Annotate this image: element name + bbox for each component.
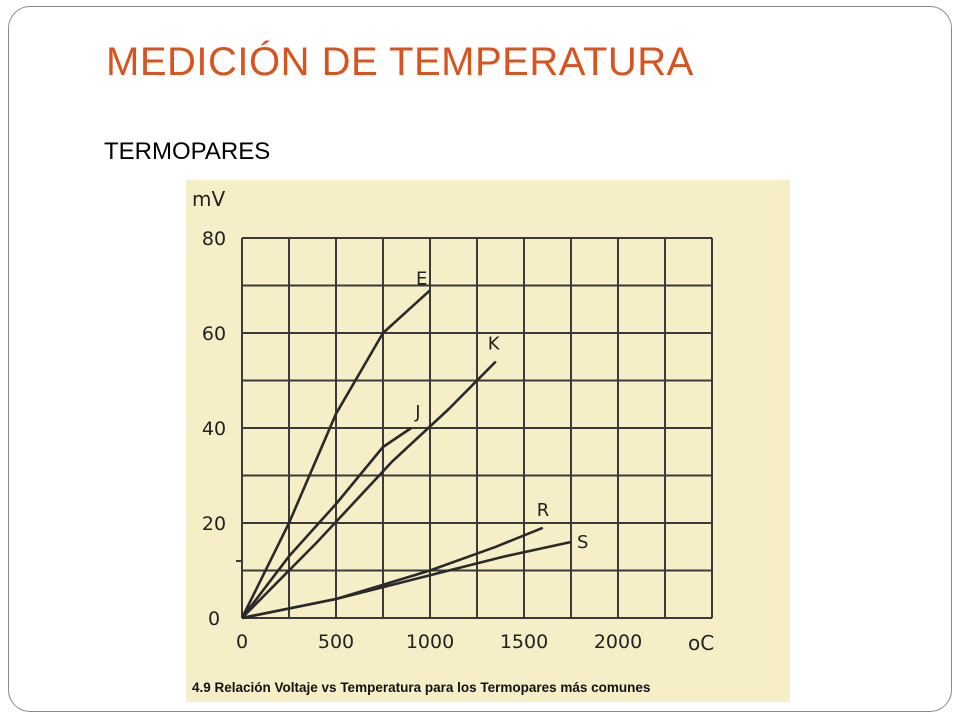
thermocouple-chart: 0 500 1000 1500 2000 0 20 40 60 80 E J K R S mV oC 4.9…	[192, 187, 714, 695]
y-tick-label: 60	[202, 323, 226, 345]
x-tick-label: 2000	[594, 631, 642, 653]
y-tick-label: 40	[202, 418, 226, 440]
y-axis-label: mV	[192, 187, 225, 211]
x-tick-label: 1500	[500, 631, 548, 653]
y-tick-label: 20	[202, 513, 226, 535]
series-label-R: R	[537, 500, 550, 521]
slide-title: MEDICIÓN DE TEMPERATURA	[106, 40, 694, 84]
series-label-S: S	[577, 532, 588, 553]
x-tick-label: 1000	[406, 631, 454, 653]
figure-caption: 4.9 Relación Voltaje vs Temperatura para…	[192, 680, 650, 695]
series-label-J: J	[414, 402, 420, 423]
series-line-E	[240, 289, 431, 619]
chart-figure: 0 500 1000 1500 2000 0 20 40 60 80 E J K R S mV oC 4.9…	[186, 180, 790, 702]
series-line-J	[240, 426, 412, 619]
y-tick-label: 80	[202, 228, 226, 250]
series-line-S	[241, 540, 572, 620]
y-tick-label: 0	[208, 608, 220, 630]
x-axis-label: oC	[688, 631, 714, 655]
x-tick-label: 0	[236, 631, 248, 653]
x-tick-label: 500	[318, 631, 354, 653]
series-label-K: K	[488, 334, 501, 355]
slide-subtitle: TERMOPARES	[104, 138, 271, 165]
series-line-K	[241, 360, 497, 619]
series-label-E: E	[416, 268, 427, 289]
